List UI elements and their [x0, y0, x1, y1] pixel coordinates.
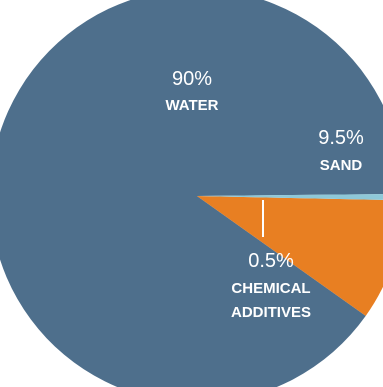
- sand-percent-label: 9.5%: [318, 127, 364, 149]
- chemical-additives-name-line-1: CHEMICAL: [231, 280, 310, 297]
- water-name-label: WATER: [165, 97, 218, 114]
- chemical-additives-percent-label: 0.5%: [248, 250, 294, 272]
- chemical-additives-name-line-2: ADDITIVES: [231, 304, 311, 321]
- slice-chemical-additives: [197, 194, 383, 200]
- slice-sand: [197, 196, 383, 316]
- sand-name-label: SAND: [320, 157, 363, 174]
- water-percent-label: 90%: [172, 68, 212, 90]
